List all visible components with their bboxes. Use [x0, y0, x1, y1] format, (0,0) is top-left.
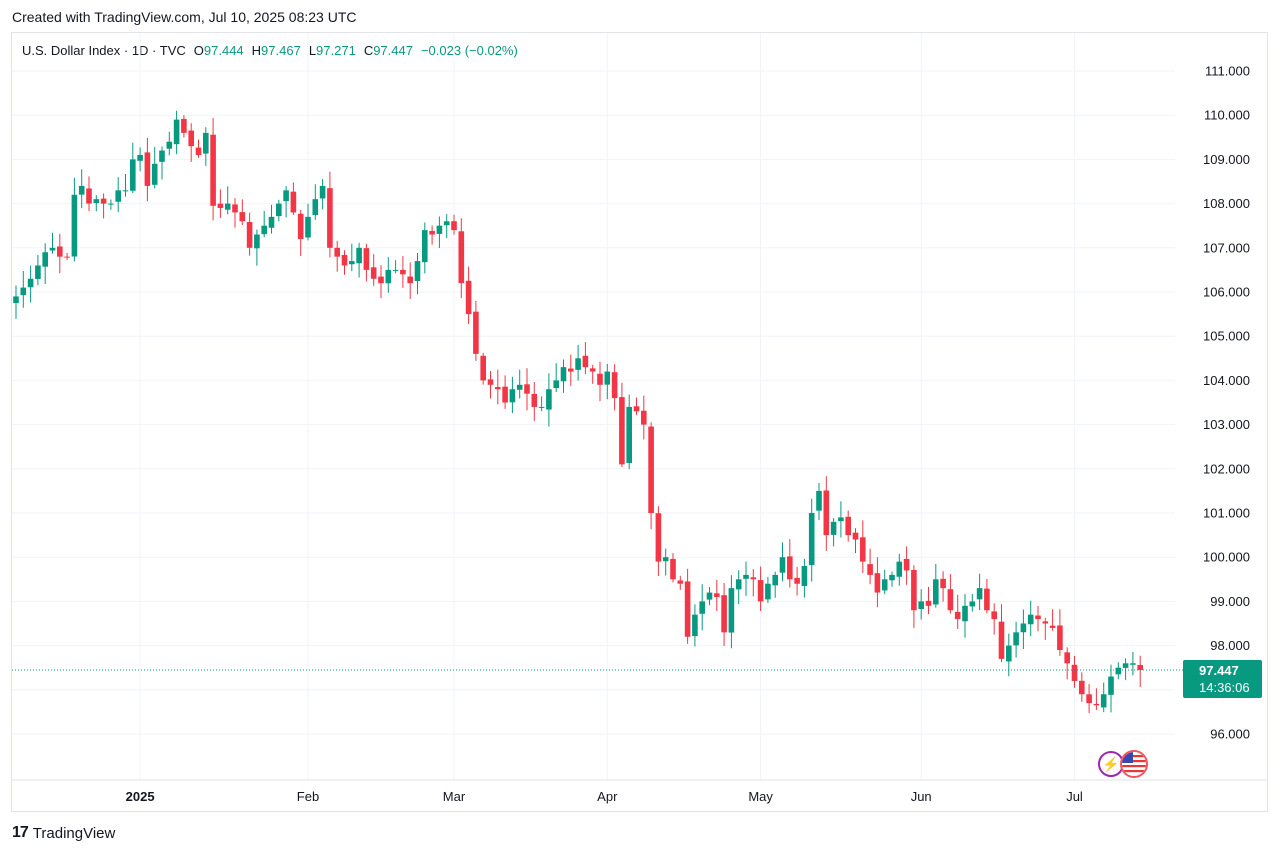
chart-frame	[11, 32, 1268, 812]
created-with-caption: Created with TradingView.com, Jul 10, 20…	[12, 9, 357, 25]
close-value: 97.447	[373, 43, 413, 58]
high-value: 97.467	[261, 43, 301, 58]
change-value: −0.023 (−0.02%)	[420, 43, 518, 58]
brand-name: TradingView	[32, 824, 116, 842]
bar-countdown: 14:36:06	[1199, 680, 1250, 695]
low-value: 97.271	[316, 43, 356, 58]
us-flag-icon[interactable]	[1120, 750, 1148, 778]
last-price: 97.447	[1199, 663, 1239, 678]
open-label: O	[193, 43, 204, 58]
footer-brand: 17 TradingView	[12, 824, 115, 842]
high-label: H	[251, 43, 262, 58]
open-value: 97.444	[203, 43, 244, 58]
tradingview-logo-icon: 17	[12, 824, 29, 841]
lightning-icon[interactable]: ⚡	[1098, 751, 1124, 777]
last-price-tag: 97.447 14:36:06	[1183, 660, 1262, 698]
symbol-title[interactable]: U.S. Dollar Index · 1D · TVC	[22, 43, 186, 58]
low-label: L	[308, 43, 317, 58]
chart-legend: U.S. Dollar Index · 1D · TVC O97.444 H97.4…	[22, 43, 518, 58]
close-label: C	[363, 43, 374, 58]
